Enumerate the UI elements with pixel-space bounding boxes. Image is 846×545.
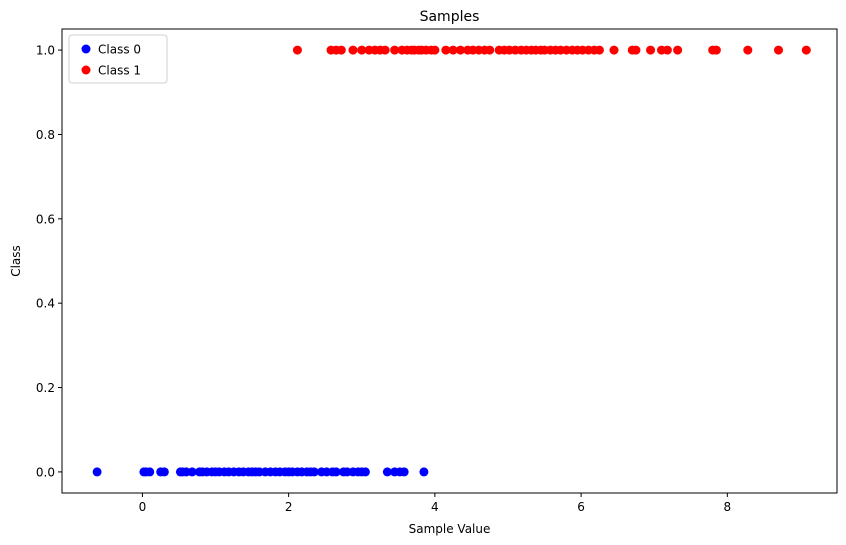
- data-point-class-0: [309, 467, 319, 477]
- data-point-class-1: [455, 45, 465, 55]
- data-point-class-1: [609, 45, 619, 55]
- data-point-class-0: [360, 467, 370, 477]
- y-tick-label: 0.8: [36, 128, 55, 142]
- x-tick-label: 2: [285, 500, 293, 514]
- data-point-class-1: [430, 45, 440, 55]
- data-point-class-1: [673, 45, 683, 55]
- data-point-class-0: [399, 467, 409, 477]
- data-point-class-1: [801, 45, 811, 55]
- data-point-class-1: [646, 45, 656, 55]
- legend-label-class-0: Class 0: [98, 43, 141, 57]
- data-point-class-1: [774, 45, 784, 55]
- y-axis: 0.0 0.2 0.4 0.6 0.8 1.0: [36, 44, 62, 479]
- y-tick-label: 0.4: [36, 297, 55, 311]
- data-point-class-0: [419, 467, 429, 477]
- legend-box: [68, 34, 168, 84]
- data-point-class-0: [382, 467, 392, 477]
- x-tick-label: 0: [139, 500, 147, 514]
- legend-label-class-1: Class 1: [98, 64, 141, 78]
- x-axis: 0 2 4 6 8: [139, 493, 732, 514]
- data-point-class-1: [485, 45, 495, 55]
- data-point-class-1: [380, 45, 390, 55]
- y-tick-label: 1.0: [36, 44, 55, 58]
- data-point-class-1: [448, 45, 458, 55]
- x-axis-title: Sample Value: [409, 522, 491, 536]
- data-point-class-0: [331, 467, 341, 477]
- legend-marker-class-1: [81, 65, 91, 75]
- data-point-class-1: [348, 45, 358, 55]
- data-point-class-1: [711, 45, 721, 55]
- data-point-class-0: [159, 467, 169, 477]
- y-tick-label: 0.6: [36, 212, 55, 226]
- legend: Class 0 Class 1: [68, 34, 168, 84]
- data-point-class-1: [662, 45, 672, 55]
- data-point-class-1: [357, 45, 367, 55]
- plot-frame: [61, 28, 838, 494]
- legend-marker-class-0: [81, 44, 91, 54]
- data-point-class-0: [92, 467, 102, 477]
- data-point-class-1: [292, 45, 302, 55]
- y-tick-label: 0.2: [36, 381, 55, 395]
- data-point-class-0: [145, 467, 155, 477]
- data-points: [92, 45, 811, 477]
- data-point-class-0: [187, 467, 197, 477]
- x-tick-label: 6: [577, 500, 585, 514]
- y-axis-title: Class: [9, 245, 23, 277]
- data-point-class-1: [594, 45, 604, 55]
- data-point-class-1: [631, 45, 641, 55]
- x-tick-label: 8: [724, 500, 732, 514]
- chart-title: Samples: [420, 9, 480, 25]
- data-point-class-1: [743, 45, 753, 55]
- x-tick-label: 4: [431, 500, 439, 514]
- y-tick-label: 0.0: [36, 465, 55, 479]
- data-point-class-1: [441, 45, 451, 55]
- data-point-class-1: [390, 45, 400, 55]
- data-point-class-1: [336, 45, 346, 55]
